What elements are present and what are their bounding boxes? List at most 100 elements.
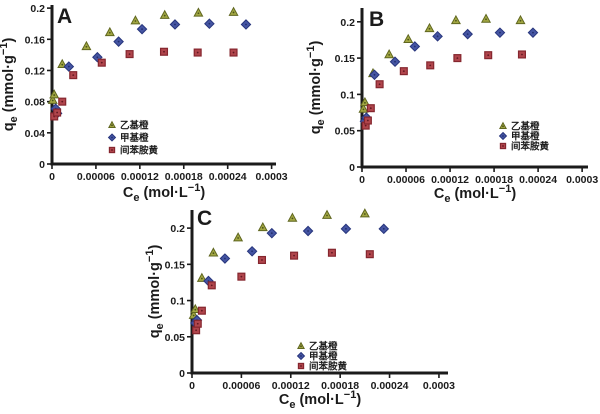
data-point: [363, 116, 372, 125]
data-point: [193, 7, 204, 17]
data-point: [359, 96, 370, 107]
data-point: [257, 221, 268, 232]
y-tick-label: 0.12: [25, 65, 46, 77]
x-tick-label: 0.00012: [272, 380, 310, 392]
y-tick-label: 0.05: [335, 126, 356, 138]
y-tick-label: 0: [349, 162, 355, 174]
x-tick-label: 0.00012: [121, 171, 159, 183]
data-point: [365, 250, 374, 259]
data-point: [159, 47, 169, 56]
y-axis-title: qe (mmol·g−1): [0, 38, 20, 132]
data-point: [424, 22, 435, 33]
data-point: [369, 69, 380, 81]
y-tick-label: 0: [39, 159, 45, 171]
panel-letter: A: [57, 5, 72, 28]
data-point: [228, 6, 239, 16]
y-tick-label: 0.1: [340, 89, 355, 101]
data-point: [57, 58, 68, 69]
y-tick-label: 0.05: [165, 332, 186, 344]
x-tick-label: 0: [49, 171, 55, 183]
data-point: [453, 54, 462, 63]
ethyl-orange-legend-icon: [108, 120, 116, 128]
series-ethyl-orange: [47, 6, 239, 104]
x-tick-label: 0: [189, 380, 195, 392]
x-tick-label: 0.00024: [371, 380, 409, 392]
data-point: [136, 23, 148, 35]
metanil-yellow-legend-icon: [499, 142, 507, 150]
legend-label-methyl-orange: 甲基橙: [309, 351, 338, 363]
data-point: [207, 281, 216, 290]
data-point: [63, 61, 75, 72]
data-point: [527, 27, 539, 39]
data-point: [302, 225, 314, 237]
data-point: [384, 49, 395, 59]
series-methyl-orange: [50, 18, 252, 119]
data-point: [229, 48, 238, 57]
data-point: [192, 326, 201, 335]
legend-label-ethyl-orange: 乙基橙: [511, 121, 540, 133]
ethyl-orange-legend-icon: [297, 341, 305, 349]
panel-letter: C: [197, 207, 212, 230]
data-point: [358, 103, 369, 113]
data-point: [196, 272, 207, 282]
data-point: [219, 253, 231, 264]
data-point: [287, 212, 298, 222]
x-tick-label: 0.00024: [209, 171, 247, 183]
x-tick-label: 0.00018: [475, 174, 513, 186]
data-point: [193, 48, 202, 57]
methyl-orange-legend-icon: [498, 131, 508, 141]
data-point: [97, 58, 106, 67]
panel-B: 0 0.00006 0.00012 0.00018 0.00024 0.0003 0 0.05…: [305, 8, 598, 205]
data-point: [403, 33, 414, 44]
data-point: [49, 89, 60, 99]
y-tick-label: 0.2: [30, 3, 45, 15]
methyl-orange-legend-icon: [296, 351, 306, 361]
x-tick-label: 0.0003: [423, 380, 455, 392]
x-tick-label: 0.00006: [77, 171, 115, 183]
data-point: [159, 9, 170, 19]
data-point: [409, 41, 421, 52]
data-point: [237, 272, 246, 281]
data-point: [327, 248, 336, 257]
data-point: [204, 18, 215, 30]
y-tick-label: 0.2: [170, 223, 185, 235]
data-point: [113, 36, 124, 47]
data-point: [104, 26, 115, 37]
data-point: [480, 13, 492, 23]
data-point: [169, 19, 181, 30]
x-tick-label: 0.00012: [431, 174, 469, 186]
data-point: [190, 303, 201, 314]
series-methyl-orange: [189, 223, 390, 329]
x-tick-label: 0.00018: [165, 171, 203, 183]
data-point: [233, 232, 244, 242]
y-tick-label: 0: [179, 368, 185, 380]
legend-label-ethyl-orange: 乙基橙: [309, 341, 338, 353]
data-point: [359, 208, 370, 218]
methyl-orange-legend-icon: [107, 133, 117, 142]
y-axis-title: qe (mmol·g−1): [144, 245, 166, 339]
legend-label-methyl-orange: 甲基橙: [511, 131, 540, 143]
series-metanil-yellow: [50, 47, 238, 121]
y-tick-label: 0.2: [340, 17, 355, 29]
x-axis-title: Ce (mol·L−1): [434, 183, 516, 205]
series-methyl-orange: [359, 27, 539, 127]
y-tick-label: 0.15: [335, 53, 356, 65]
data-point: [340, 223, 352, 235]
legend-label-methyl-orange: 甲基橙: [120, 132, 149, 144]
y-tick-label: 0.04: [25, 128, 46, 140]
data-point: [484, 51, 493, 60]
data-point: [47, 94, 58, 104]
x-tick-label: 0.00006: [222, 380, 260, 392]
data-point: [208, 247, 219, 257]
panel-C: 0 0.00006 0.00012 0.00018 0.00024 0.0003 0 0.05…: [144, 207, 455, 411]
data-point: [432, 30, 443, 42]
y-tick-label: 0.16: [25, 34, 46, 46]
data-point: [246, 245, 258, 257]
legend-label-ethyl-orange: 乙基橙: [120, 120, 149, 132]
data-point: [197, 306, 206, 315]
data-point: [257, 255, 266, 265]
